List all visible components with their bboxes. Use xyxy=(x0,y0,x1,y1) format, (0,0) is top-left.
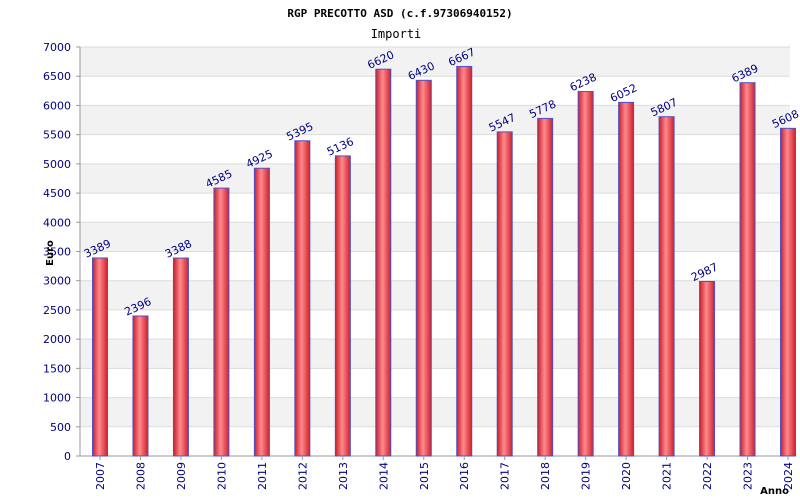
grid-band xyxy=(80,47,790,77)
grid-band xyxy=(80,105,790,135)
plot-area: 0 500 1000 1500 2000 2500 3000 3500 4000 4500 5000… xyxy=(43,41,800,490)
bar xyxy=(415,79,432,457)
x-tick-label: 2010 xyxy=(215,462,228,490)
bar xyxy=(739,82,756,457)
bar xyxy=(334,155,351,457)
x-tick-label: 2014 xyxy=(377,462,390,490)
x-tick-label: 2022 xyxy=(701,462,714,490)
y-tick-label: 4500 xyxy=(43,187,71,200)
x-tick-label: 2024 xyxy=(782,462,795,490)
y-tick-label: 1000 xyxy=(43,392,71,405)
x-tick-label: 2018 xyxy=(539,462,552,490)
y-tick-label: 6000 xyxy=(43,99,71,112)
x-tick-label: 2007 xyxy=(94,462,107,490)
chart-subtitle: Importi xyxy=(371,27,422,41)
y-tick-label: 6500 xyxy=(43,70,71,83)
y-tick-label: 7000 xyxy=(43,41,71,54)
y-tick-label: 3500 xyxy=(43,246,71,259)
bar xyxy=(496,131,513,457)
grid-band xyxy=(80,163,790,194)
bar xyxy=(699,280,716,457)
bar xyxy=(213,187,230,457)
bar xyxy=(577,91,594,457)
x-tick-label: 2019 xyxy=(580,462,593,490)
bar xyxy=(172,257,189,457)
y-tick-label: 4000 xyxy=(43,216,71,229)
y-tick-label: 2500 xyxy=(43,304,71,317)
x-tick-label: 2013 xyxy=(337,462,350,490)
x-tick-label: 2020 xyxy=(620,462,633,490)
bar xyxy=(375,68,392,457)
y-tick-label: 2000 xyxy=(43,333,71,346)
y-tick-label: 1500 xyxy=(43,362,71,375)
x-tick-label: 2015 xyxy=(418,462,431,490)
bar xyxy=(537,117,554,457)
x-axis-label: Anno xyxy=(760,486,789,497)
y-tick-label: 5500 xyxy=(43,129,71,142)
bar xyxy=(780,127,796,457)
y-axis-label: Euro xyxy=(45,240,56,266)
x-tick-label: 2009 xyxy=(175,462,188,490)
bar xyxy=(132,315,149,457)
chart-title: RGP PRECOTTO ASD (c.f.97306940152) xyxy=(287,7,512,20)
bar xyxy=(253,167,270,457)
x-tick-label: 2011 xyxy=(256,462,269,490)
bar xyxy=(658,116,675,457)
y-tick-label: 500 xyxy=(50,421,71,434)
x-tick-label: 2016 xyxy=(458,462,471,490)
y-tick-label: 3000 xyxy=(43,275,71,288)
bar xyxy=(456,65,473,457)
x-tick-label: 2008 xyxy=(134,462,147,490)
x-tick-label: 2017 xyxy=(499,462,512,490)
y-tick-label: 0 xyxy=(64,450,71,463)
x-tick-label: 2021 xyxy=(661,462,674,490)
x-tick-label: 2023 xyxy=(742,462,755,490)
x-tick-label: 2012 xyxy=(296,462,309,490)
y-tick-label: 5000 xyxy=(43,158,71,171)
bar xyxy=(92,257,108,457)
bar xyxy=(618,101,635,457)
bar xyxy=(294,140,311,457)
